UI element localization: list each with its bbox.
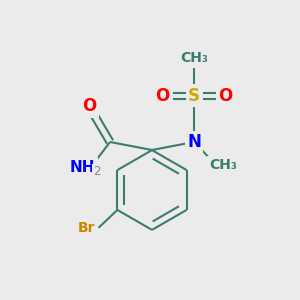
- Text: N: N: [187, 133, 201, 151]
- Text: CH₃: CH₃: [209, 158, 237, 172]
- Text: NH: NH: [70, 160, 95, 175]
- Text: Br: Br: [78, 221, 95, 235]
- Text: O: O: [82, 97, 96, 115]
- Text: O: O: [218, 87, 233, 105]
- Text: S: S: [188, 87, 200, 105]
- Text: O: O: [155, 87, 170, 105]
- Text: CH₃: CH₃: [180, 51, 208, 65]
- Text: 2: 2: [93, 165, 100, 178]
